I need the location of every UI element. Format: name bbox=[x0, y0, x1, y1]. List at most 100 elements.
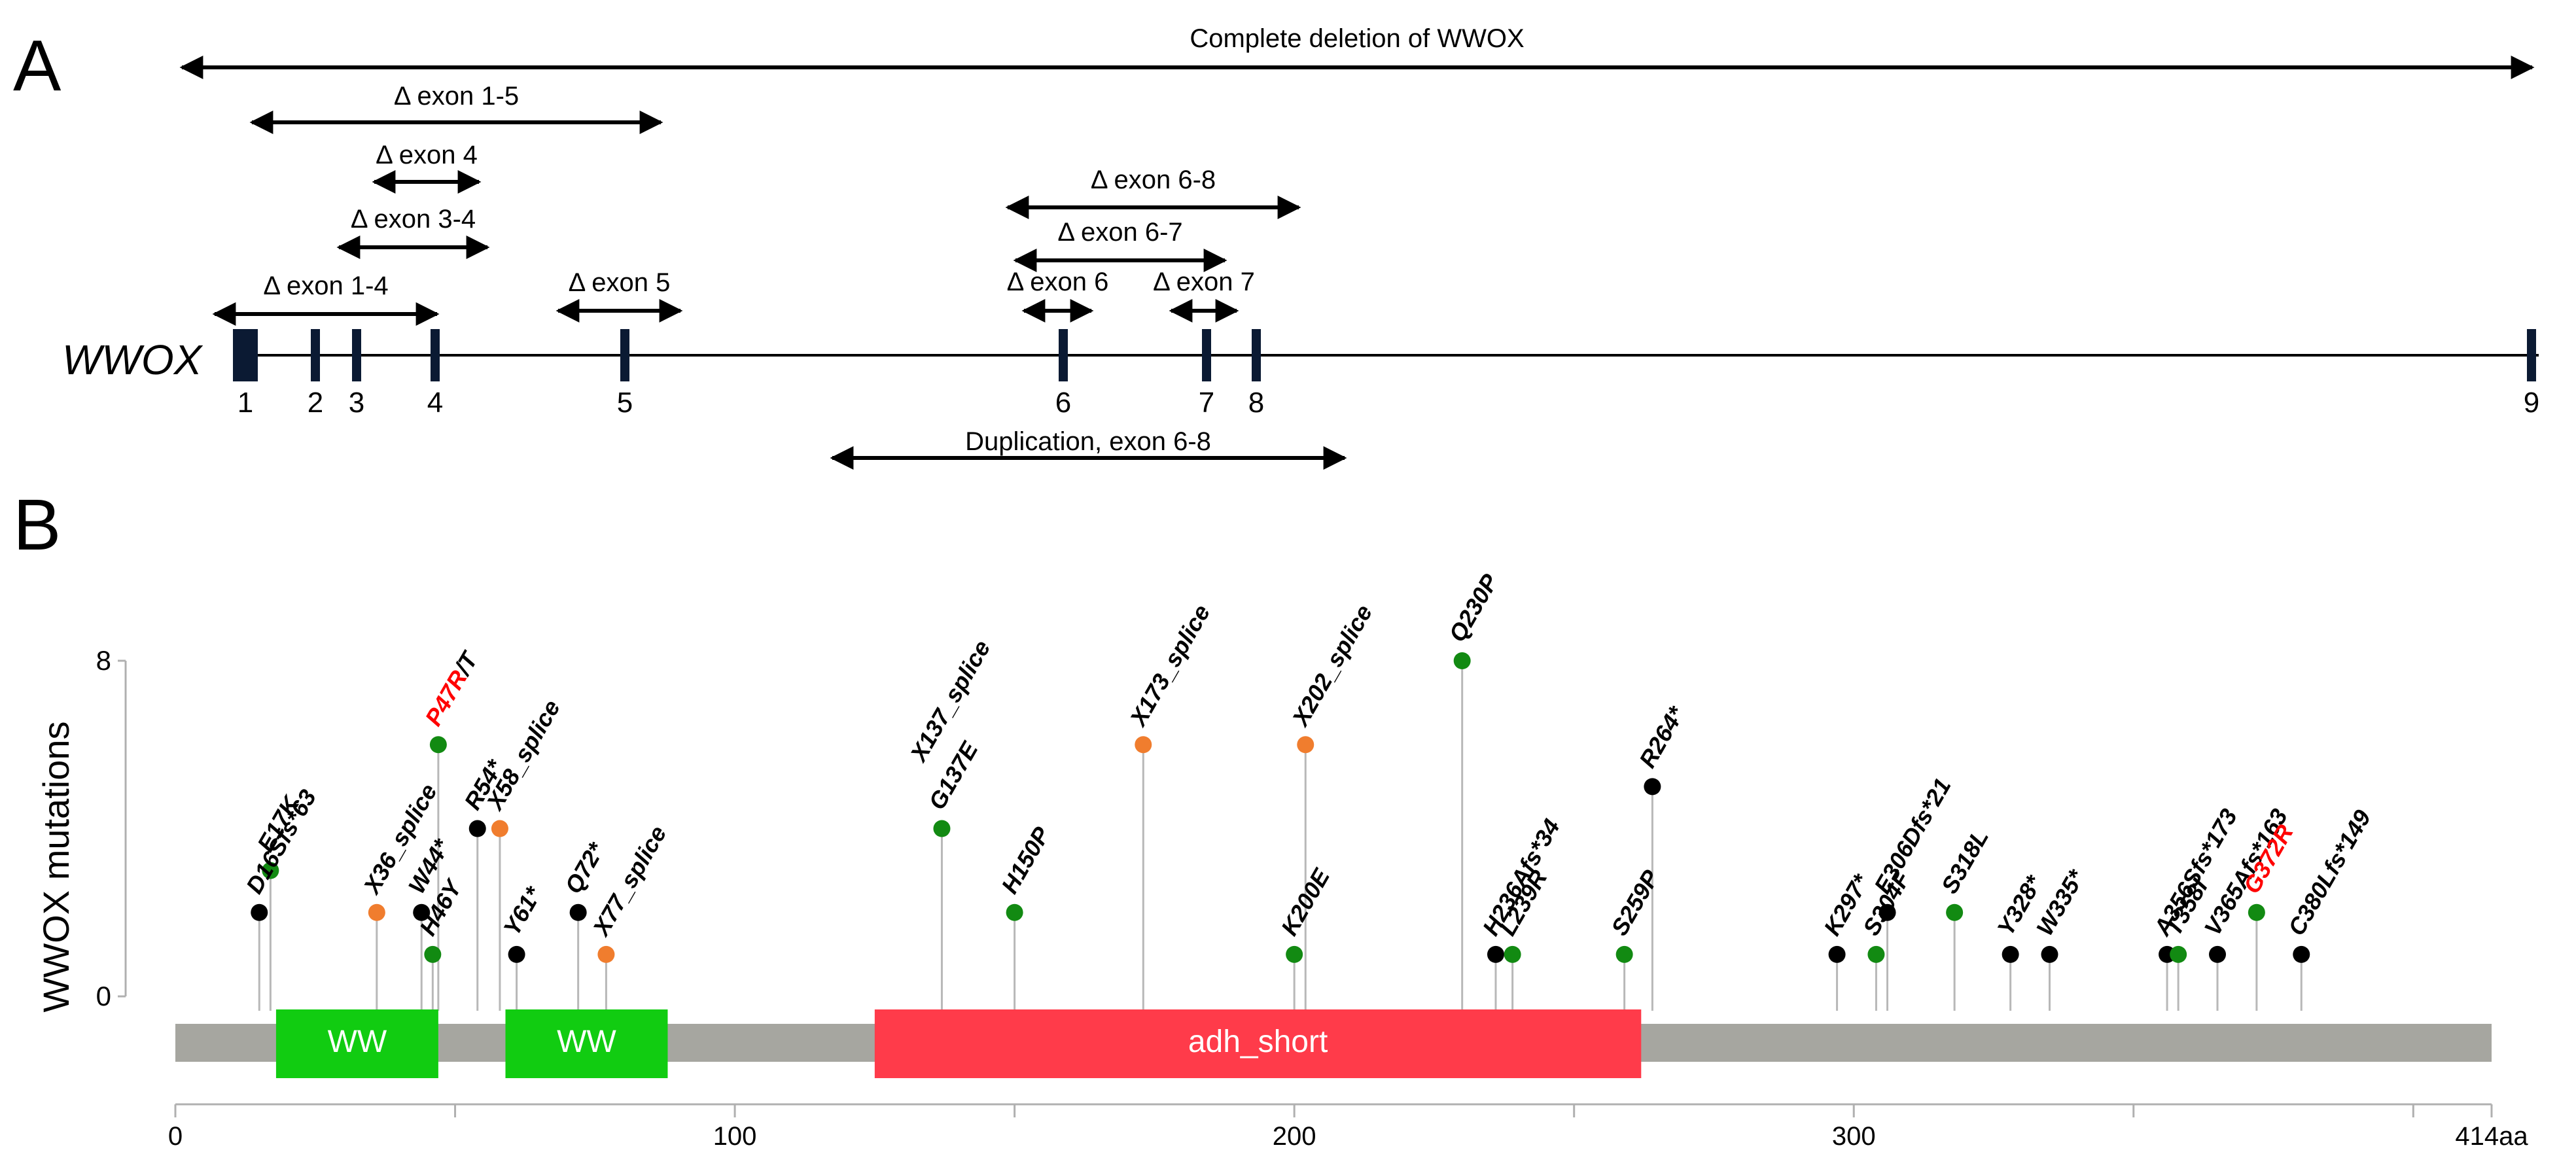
deletion-label-2: Δ exon 1-5 bbox=[394, 82, 519, 111]
mutation-label: X77_splice bbox=[587, 821, 672, 941]
exon-4-box bbox=[431, 329, 440, 381]
mutation-label: K200E bbox=[1276, 864, 1335, 940]
exon-5-label: 5 bbox=[617, 387, 633, 419]
y-axis: 80 bbox=[96, 645, 127, 1011]
deletion-label-7: Δ exon 6-8 bbox=[1091, 166, 1216, 194]
gene-name: WWOX bbox=[62, 336, 203, 383]
exon-6-box bbox=[1059, 329, 1068, 381]
x-tick-label: 200 bbox=[1273, 1122, 1316, 1151]
x-tick-label: 0 bbox=[168, 1122, 183, 1151]
mutation-dot-orange bbox=[597, 945, 615, 963]
exon-1-label: 1 bbox=[238, 387, 253, 419]
deletion-label-9: Δ exon 6 bbox=[1007, 268, 1109, 296]
mutation-label: Y61* bbox=[498, 881, 548, 940]
mutation-dot-black bbox=[1644, 778, 1661, 796]
mutation-dot-green bbox=[262, 862, 279, 879]
mutation-dot-green bbox=[933, 820, 951, 837]
mutation-dot-black bbox=[1828, 945, 1846, 963]
mutation-dot-green bbox=[2248, 903, 2265, 921]
domain-ww-1 bbox=[275, 1009, 438, 1078]
exon-7-box bbox=[1202, 329, 1211, 381]
mutation-dot-black bbox=[1879, 903, 1896, 921]
duplication-arrow: Duplication, exon 6-8 bbox=[830, 427, 1347, 470]
mutation-dot-black bbox=[413, 903, 431, 921]
mutation-dot-orange bbox=[1135, 736, 1152, 754]
mutation-dot-green bbox=[1615, 945, 1633, 963]
domain-label: WW bbox=[557, 1024, 616, 1059]
mutation-label: P47R/T bbox=[419, 646, 484, 730]
mutation-dot-green bbox=[1453, 652, 1471, 669]
exon-9-box bbox=[2527, 329, 2536, 381]
deletion-label-6: Δ exon 5 bbox=[569, 268, 671, 297]
mutation-dot-black bbox=[508, 945, 525, 963]
mutation-label: W335* bbox=[2031, 864, 2091, 940]
mutation-label: X202_splice bbox=[1286, 600, 1378, 731]
exon-2-label: 2 bbox=[308, 387, 323, 419]
mutation-label: H150P bbox=[996, 822, 1055, 898]
mutation-label: Q230P bbox=[1443, 569, 1504, 646]
y-tick-label: 8 bbox=[96, 645, 111, 676]
mutation-dot-orange bbox=[1297, 736, 1314, 754]
exon-3-label: 3 bbox=[349, 387, 364, 419]
exon-8-label: 8 bbox=[1248, 387, 1264, 419]
mutation-dot-green bbox=[1286, 945, 1303, 963]
y-tick-label: 0 bbox=[96, 981, 111, 1011]
protein-track: WW WW adh_short bbox=[175, 1009, 2492, 1078]
panel-a: A Complete deletion of WWOX Δ exon 1-5 Δ e… bbox=[13, 24, 2539, 470]
exon-5-box bbox=[620, 329, 629, 381]
exon-2-box bbox=[311, 329, 320, 381]
mutation-dot-green bbox=[1867, 945, 1885, 963]
mutation-label: S259P bbox=[1606, 865, 1665, 940]
duplication-label: Duplication, exon 6-8 bbox=[965, 427, 1211, 456]
mutation-dot-black bbox=[1487, 945, 1504, 963]
x-tick-label: 414aa bbox=[2455, 1122, 2528, 1151]
deletion-label-4: Δ exon 3-4 bbox=[351, 205, 476, 234]
domain-label: adh_short bbox=[1188, 1024, 1328, 1059]
deletion-arrows: Complete deletion of WWOX Δ exon 1-5 Δ exo… bbox=[179, 24, 2535, 326]
mutation-dot-green bbox=[1946, 903, 1964, 921]
mutation-label: C380Lfs*149 bbox=[2283, 805, 2376, 940]
mutation-dot-black bbox=[2293, 945, 2310, 963]
domain-ww-2 bbox=[505, 1009, 668, 1078]
exon-3-box bbox=[352, 329, 361, 381]
exon-6-label: 6 bbox=[1055, 387, 1071, 419]
mutation-label: R264* bbox=[1634, 701, 1691, 772]
mutation-dot-green bbox=[1006, 903, 1023, 921]
exon-1-box bbox=[233, 329, 258, 381]
mutation-stems bbox=[258, 661, 2303, 1011]
panel-a-label: A bbox=[13, 26, 62, 106]
domain-label: WW bbox=[328, 1024, 387, 1059]
exon-9-label: 9 bbox=[2524, 387, 2539, 419]
panel-b-label: B bbox=[13, 485, 61, 565]
mutation-dot-black bbox=[2002, 945, 2019, 963]
mutation-label: Q72* bbox=[559, 837, 610, 898]
mutation-dot-black bbox=[2209, 945, 2227, 963]
mutation-label-part: P47R bbox=[419, 666, 472, 730]
mutation-dot-green bbox=[1504, 945, 1521, 963]
exon-4-label: 4 bbox=[427, 387, 443, 419]
mutation-dot-black bbox=[569, 903, 587, 921]
deletion-label-10: Δ exon 7 bbox=[1153, 268, 1255, 296]
panel-b: B WWOX mutations 80 WW WW adh_short D16Sfs… bbox=[13, 485, 2528, 1151]
domain-adh_short-3 bbox=[874, 1009, 1642, 1078]
mutation-dot-black bbox=[468, 820, 486, 837]
mutation-label: S318L bbox=[1936, 824, 1994, 898]
mutation-dot-orange bbox=[368, 903, 385, 921]
mutation-dot-green bbox=[429, 736, 447, 754]
x-axis: 0 100 200 300 414aa bbox=[168, 1103, 2528, 1151]
deletion-label-1: Complete deletion of WWOX bbox=[1190, 24, 1524, 53]
mutation-dots bbox=[251, 652, 2310, 963]
x-tick-label: 100 bbox=[713, 1122, 757, 1151]
mutation-dot-orange bbox=[491, 820, 508, 837]
exon-7-label: 7 bbox=[1199, 387, 1214, 419]
mutation-dot-black bbox=[251, 903, 268, 921]
x-tick-label: 300 bbox=[1832, 1122, 1876, 1151]
mutation-label: X137_splice bbox=[904, 635, 996, 767]
deletion-label-3: Δ exon 4 bbox=[376, 141, 478, 169]
deletion-label-5: Δ exon 1-4 bbox=[263, 271, 388, 300]
mutation-dot-green bbox=[424, 945, 442, 963]
mutation-dot-green bbox=[2170, 945, 2187, 963]
